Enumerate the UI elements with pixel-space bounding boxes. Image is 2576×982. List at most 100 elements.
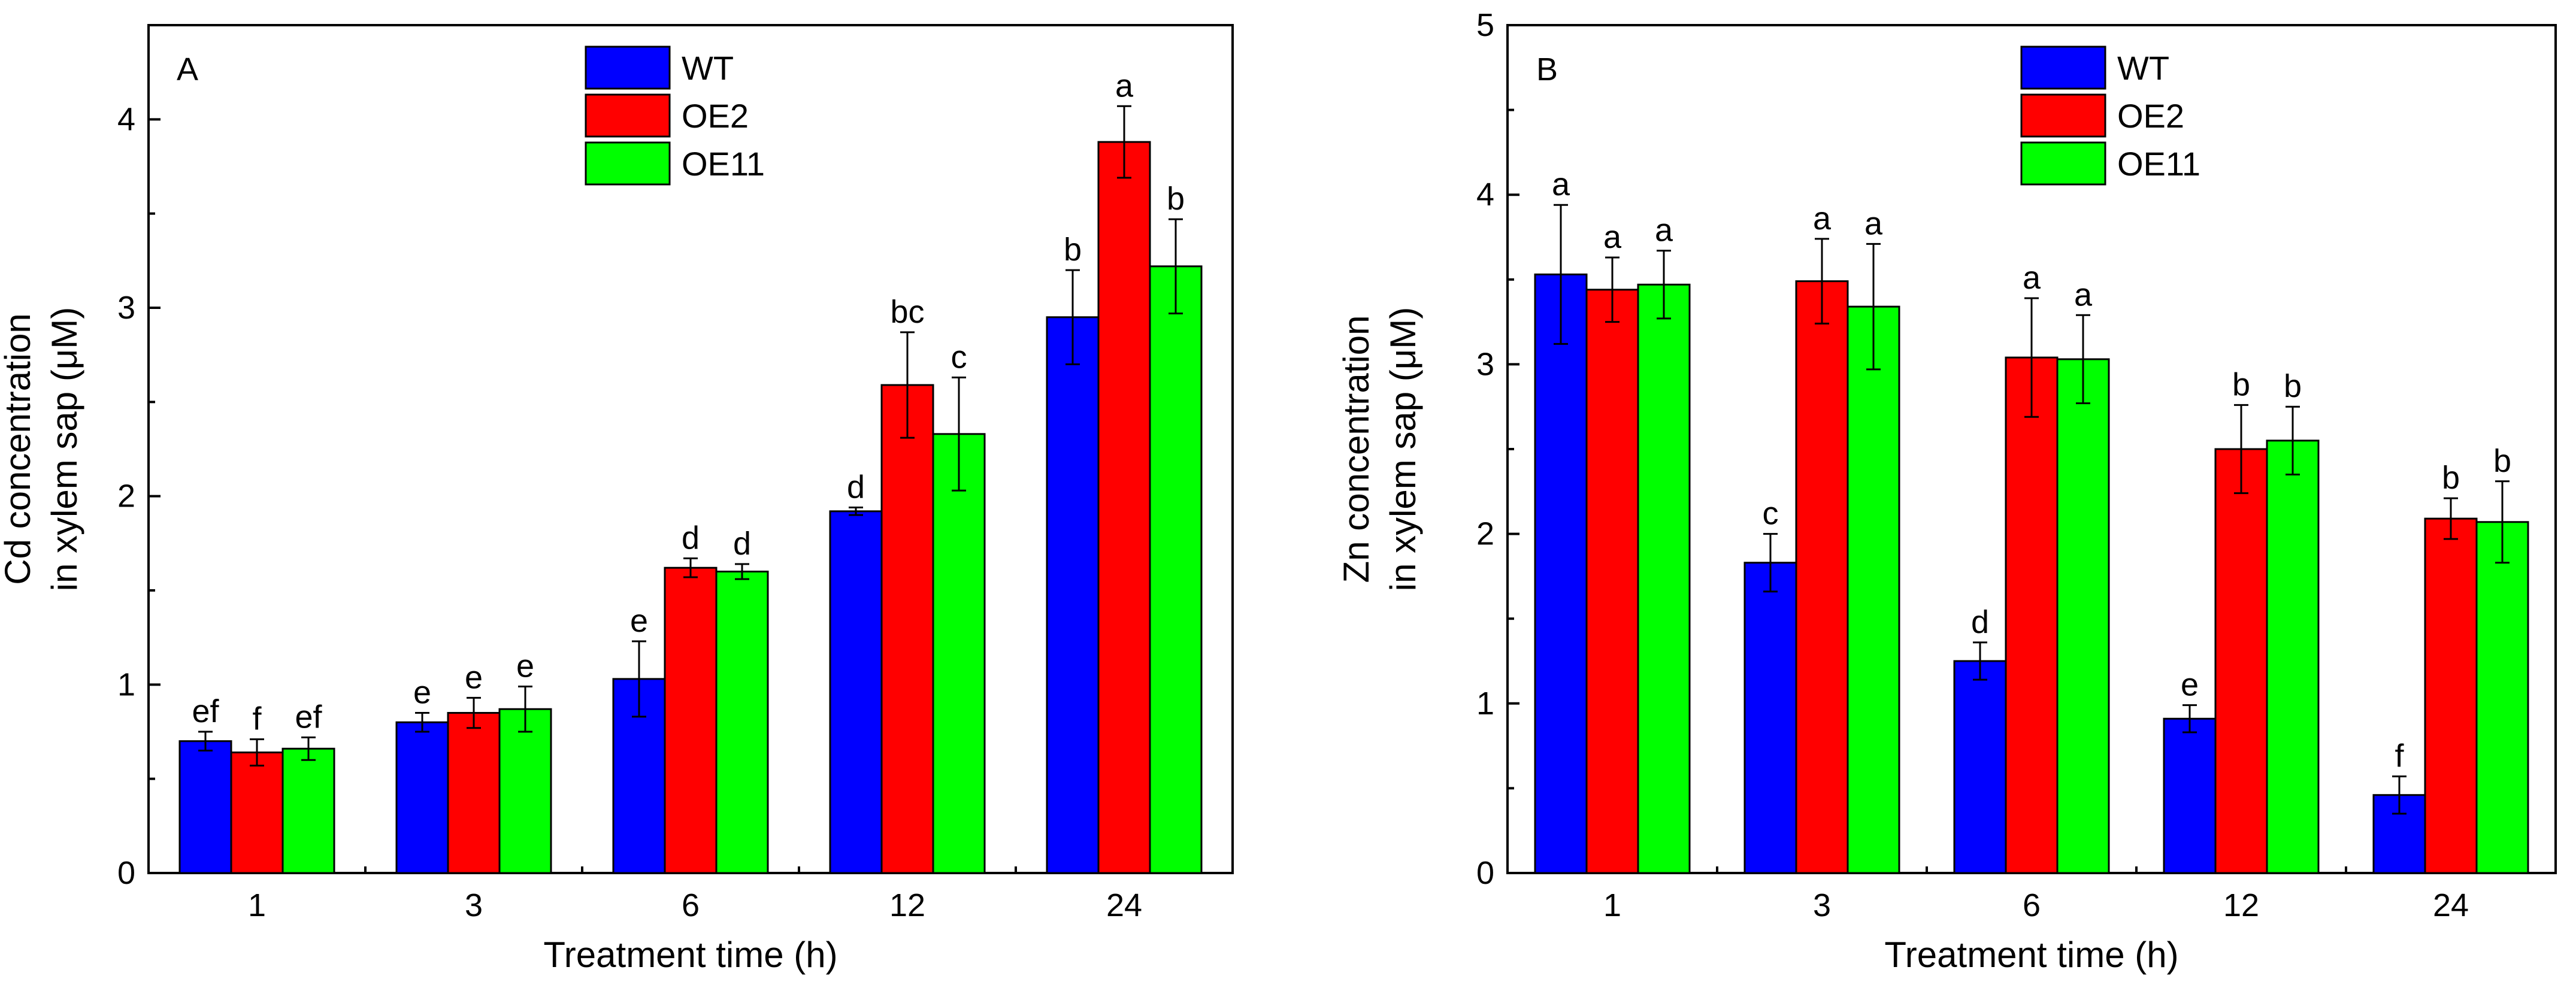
legend-label-oe2: OE2 (682, 97, 749, 135)
significance-letter: a (1603, 219, 1622, 255)
y-tick-label: 1 (117, 666, 135, 702)
significance-letter: b (2232, 366, 2250, 402)
significance-letter: a (2023, 260, 2041, 296)
legend-swatch-oe11 (2020, 141, 2106, 186)
legend-swatch-wt (585, 46, 671, 90)
y-tick-label: 0 (117, 855, 135, 891)
y-tick-label: 0 (1476, 855, 1494, 891)
legend-swatch-oe2 (585, 93, 671, 138)
legend-label-oe2: OE2 (2117, 97, 2184, 135)
y-axis-label-line: Cd concentration (0, 313, 38, 585)
significance-letter: b (2493, 443, 2511, 479)
bar-wt (2163, 717, 2217, 874)
y-axis-label-line: in xylem sap (μM) (1383, 307, 1423, 592)
bar-oe2 (2005, 356, 2059, 874)
y-tick-label: 5 (1476, 7, 1494, 43)
bar-oe11 (715, 571, 769, 874)
y-axis-label-line: in xylem sap (μM) (44, 307, 84, 592)
x-tick-label: 6 (2023, 887, 2041, 923)
significance-letter: a (1864, 205, 1883, 241)
bar-oe11 (2056, 358, 2110, 874)
bar-wt (1046, 316, 1100, 874)
x-tick-label: 3 (1813, 887, 1831, 923)
y-tick-label: 2 (1476, 516, 1494, 552)
x-axis-label: Treatment time (h) (1884, 935, 2178, 975)
significance-letter: a (1115, 68, 1134, 104)
x-tick-label: 6 (682, 887, 700, 923)
bar-wt (395, 721, 449, 874)
significance-letter: b (2442, 460, 2460, 496)
significance-letter: ef (192, 693, 219, 729)
significance-letter: a (2074, 277, 2093, 313)
significance-letter: f (252, 701, 262, 737)
bar-oe2 (1097, 141, 1151, 874)
significance-letter: c (951, 339, 967, 375)
bar-oe11 (2266, 440, 2320, 874)
significance-letter: ef (295, 699, 322, 735)
bar-oe2 (230, 751, 284, 874)
x-tick-label: 1 (248, 887, 266, 923)
significance-letter: e (516, 648, 534, 684)
legend-label-wt: WT (682, 49, 734, 87)
y-tick-label: 1 (1476, 686, 1494, 722)
panel-label: B (1536, 51, 1558, 87)
bar-wt (1534, 273, 1588, 874)
bar-oe2 (2424, 517, 2478, 874)
significance-letter: e (465, 659, 483, 695)
x-tick-label: 24 (2433, 887, 2469, 923)
x-axis-label: Treatment time (h) (543, 935, 837, 975)
bar-wt (178, 740, 232, 874)
significance-letter: e (413, 675, 431, 711)
y-tick-label: 4 (117, 101, 135, 137)
significance-letter: b (1167, 181, 1185, 217)
bar-oe2 (447, 712, 501, 874)
legend-swatch-oe11 (585, 141, 671, 186)
legend-label-oe11: OE11 (2117, 145, 2200, 183)
bar-oe11 (1637, 283, 1691, 874)
y-tick-label: 2 (117, 478, 135, 514)
y-axis-label-line: Zn concentration (1336, 316, 1376, 583)
significance-letter: d (682, 520, 700, 556)
significance-letter: c (1763, 496, 1779, 532)
bar-oe2 (1795, 280, 1849, 874)
significance-letter: a (1552, 166, 1570, 202)
bar-oe2 (664, 566, 718, 874)
bar-oe11 (281, 747, 335, 874)
bar-oe2 (1585, 289, 1639, 874)
significance-letter: b (2284, 368, 2302, 404)
significance-letter: e (630, 603, 648, 639)
significance-letter: d (733, 526, 751, 562)
significance-letter: d (847, 469, 865, 505)
x-tick-label: 12 (889, 887, 925, 923)
significance-letter: a (1813, 201, 1832, 237)
legend-swatch-wt (2020, 46, 2106, 90)
legend-swatch-oe2 (2020, 93, 2106, 138)
significance-letter: a (1655, 213, 1673, 248)
y-tick-label: 4 (1476, 177, 1494, 213)
x-tick-label: 24 (1106, 887, 1142, 923)
y-tick-label: 3 (117, 290, 135, 326)
bar-wt (1953, 660, 2007, 874)
panel-label: A (177, 51, 198, 87)
legend-label-wt: WT (2117, 49, 2169, 87)
bar-wt (1743, 562, 1797, 874)
bar-oe11 (2475, 521, 2529, 874)
bar-oe11 (1149, 265, 1203, 874)
bar-wt (829, 510, 883, 874)
x-tick-label: 12 (2223, 887, 2259, 923)
x-tick-label: 1 (1603, 887, 1621, 923)
legend-label-oe11: OE11 (682, 145, 765, 183)
significance-letter: bc (890, 294, 924, 330)
bar-oe11 (498, 708, 552, 874)
y-tick-label: 3 (1476, 346, 1494, 382)
significance-letter: d (1971, 604, 1989, 640)
bar-oe2 (2214, 448, 2268, 874)
bar-oe11 (1847, 305, 1900, 874)
significance-letter: f (2395, 738, 2404, 774)
bar-oe2 (880, 384, 934, 874)
significance-letter: b (1064, 232, 1082, 268)
x-tick-label: 3 (465, 887, 483, 923)
